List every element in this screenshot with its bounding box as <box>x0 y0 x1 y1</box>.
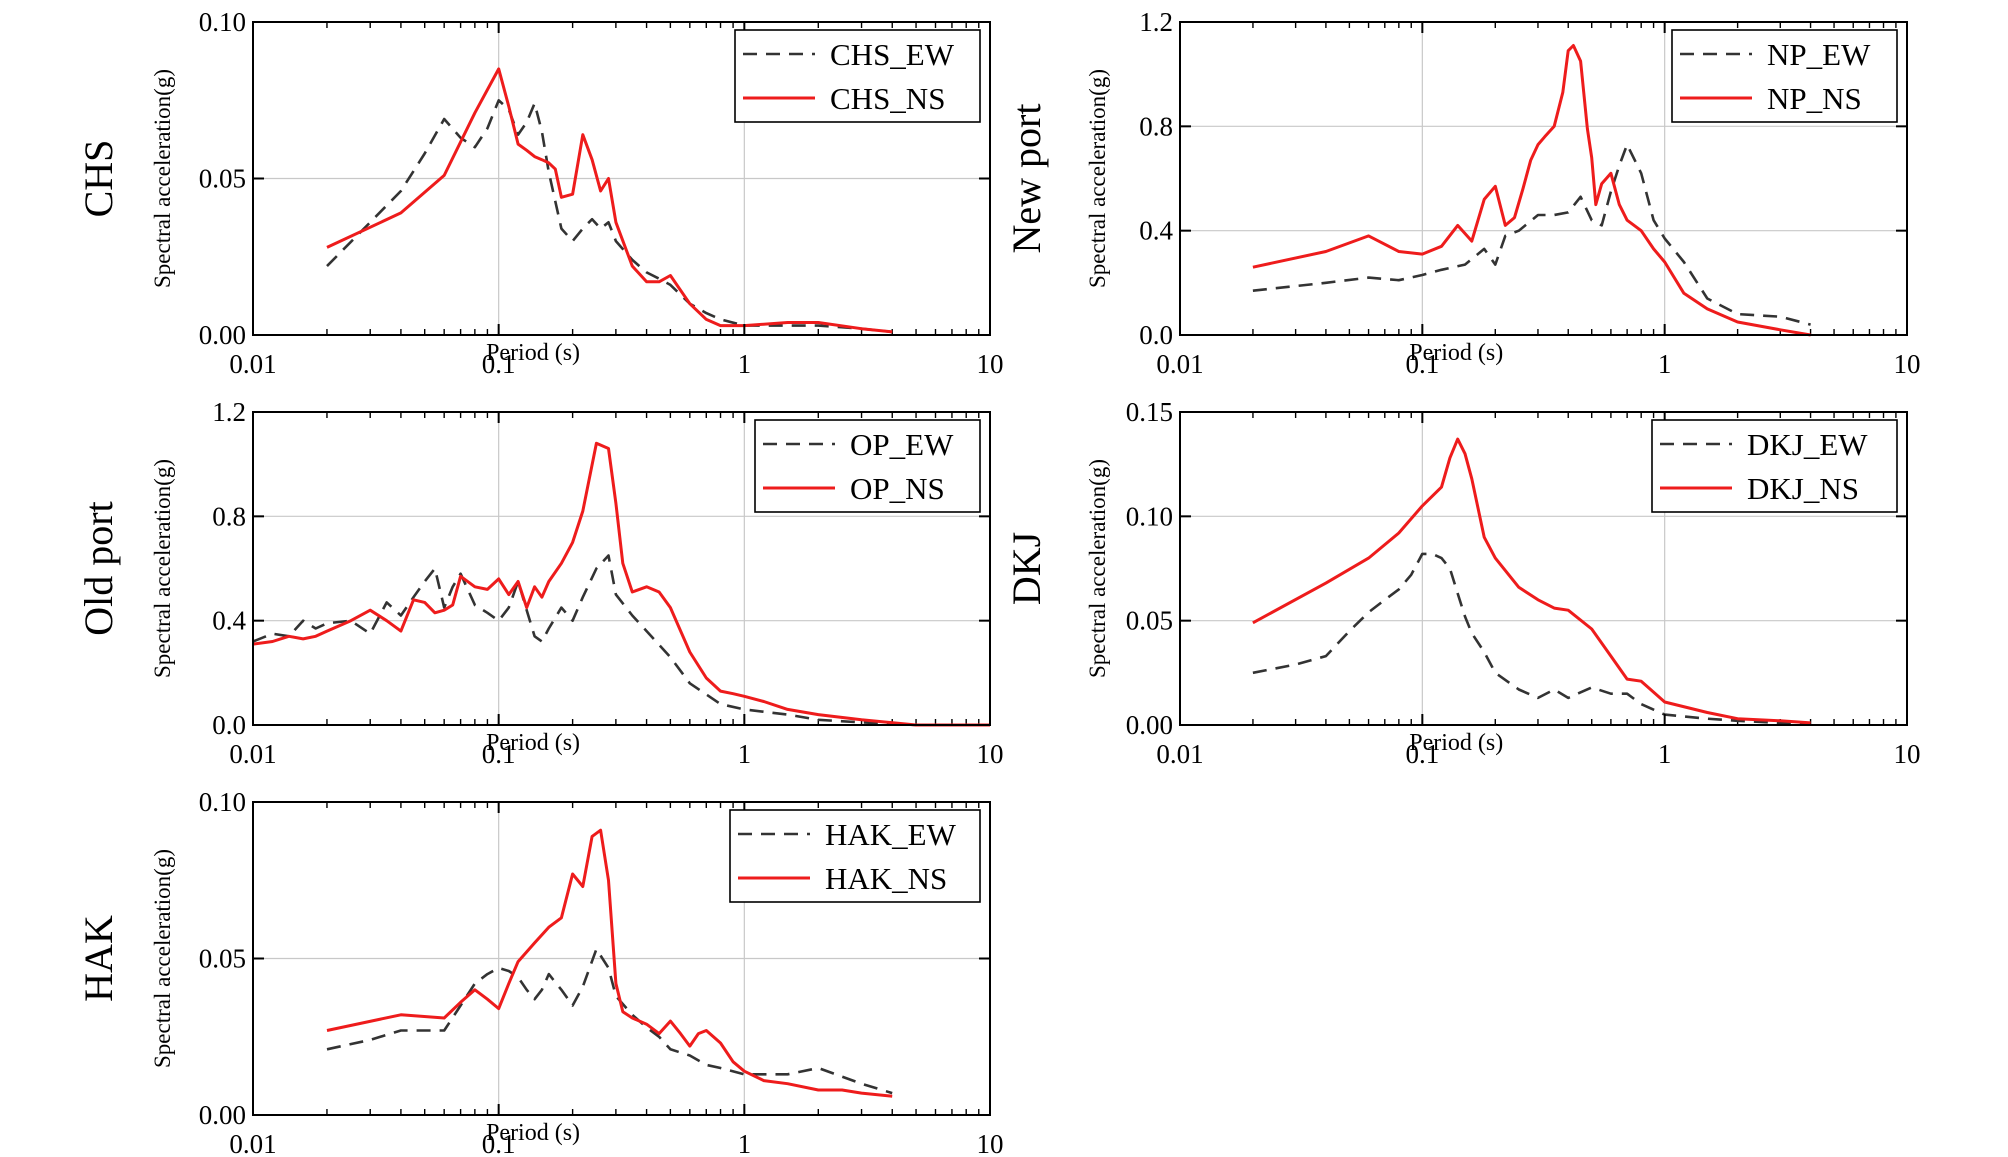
y-tick-label: 0.15 <box>1126 397 1173 427</box>
x-tick-label: 1 <box>1658 739 1672 769</box>
x-axis-label: Period (s) <box>1409 340 1503 366</box>
plot-frame <box>252 411 991 726</box>
y-axis-label: Spectral acceleration(g) <box>1085 459 1110 678</box>
panel-side-label: Old port <box>76 501 121 635</box>
chart-panel-new-port: 0.01 0.1 1 10 0.0 0.4 0.8 1.2 Period (s) Spectral… <box>1004 7 1921 379</box>
chart-panel-dkj: 0.01 0.1 1 10 0.00 0.05 0.10 0.15 Period (s) Spec… <box>1004 397 1921 769</box>
y-tick-label: 0.10 <box>199 787 246 817</box>
legend-label: DKJ_NS <box>1747 471 1859 506</box>
y-tick-label: 0.10 <box>199 7 246 37</box>
legend-box <box>734 29 981 123</box>
y-tick-label: 0.05 <box>199 164 246 194</box>
x-tick-label: 0.01 <box>1156 349 1203 379</box>
series-line-chs-ew <box>326 99 893 334</box>
y-tick-label: 0.05 <box>1126 606 1173 636</box>
x-tick-label: 10 <box>1894 349 1921 379</box>
legend-label: HAK_EW <box>825 817 957 852</box>
legend: DKJ_EW DKJ_NS <box>1651 419 1898 513</box>
legend-box <box>1671 29 1898 123</box>
x-tick-label: 1 <box>738 349 752 379</box>
x-tick-label: 0.01 <box>229 739 276 769</box>
chart-panel-old-port: 0.01 0.1 1 10 0.0 0.4 0.8 1.2 Period (s) Spectral… <box>76 397 1004 769</box>
legend-label: OP_EW <box>850 427 954 462</box>
x-axis-label: Period (s) <box>486 730 580 756</box>
legend-label: NP_EW <box>1767 37 1871 72</box>
x-tick-label: 1 <box>738 739 752 769</box>
series-line-op-ew <box>252 554 990 727</box>
x-tick-label: 0.1 <box>1405 349 1439 379</box>
y-tick-label: 0.05 <box>199 944 246 974</box>
series-line-np-ns <box>1252 44 1811 337</box>
plot-frame <box>1179 21 1908 336</box>
x-tick-label: 0.01 <box>1156 739 1203 769</box>
legend-label: CHS_NS <box>830 81 945 116</box>
panel-side-label: CHS <box>76 140 121 218</box>
plot-frame <box>1179 411 1908 726</box>
x-tick-label: 10 <box>977 349 1004 379</box>
legend: HAK_EW HAK_NS <box>729 809 981 903</box>
x-axis-label: Period (s) <box>1409 730 1503 756</box>
x-tick-label: 0.1 <box>482 349 516 379</box>
x-tick-label: 0.01 <box>229 349 276 379</box>
legend-label: HAK_NS <box>825 861 947 896</box>
series-line-dkj-ns <box>1252 437 1811 725</box>
x-axis-label: Period (s) <box>486 340 580 366</box>
y-axis-label: Spectral acceleration(g) <box>150 69 175 288</box>
y-tick-label: 0.8 <box>1139 111 1173 141</box>
series-line-dkj-ew <box>1252 552 1811 725</box>
x-axis-label: Period (s) <box>486 1120 580 1146</box>
y-tick-label: 0.0 <box>212 710 246 740</box>
x-tick-label: 0.01 <box>229 1129 276 1157</box>
x-tick-label: 1 <box>1658 349 1672 379</box>
series-line-chs-ns <box>326 67 893 334</box>
legend-label: NP_NS <box>1767 81 1862 116</box>
legend: OP_EW OP_NS <box>754 419 981 513</box>
series-line-hak-ns <box>326 828 893 1098</box>
y-tick-label: 0.0 <box>1139 320 1173 350</box>
y-tick-label: 1.2 <box>1139 7 1173 37</box>
legend: NP_EW NP_NS <box>1671 29 1898 123</box>
y-tick-label: 0.00 <box>199 1100 246 1130</box>
y-tick-label: 0.00 <box>1126 710 1173 740</box>
x-tick-label: 0.1 <box>1405 739 1439 769</box>
legend-label: CHS_EW <box>830 37 955 72</box>
y-tick-label: 0.8 <box>212 501 246 531</box>
y-tick-label: 1.2 <box>212 397 246 427</box>
legend-box <box>754 419 981 513</box>
panel-side-label: DKJ <box>1004 532 1049 605</box>
panel-side-label: New port <box>1004 104 1049 254</box>
chart-panel-hak: 0.01 0.1 1 10 0.00 0.05 0.10 Period (s) Spectral… <box>76 787 1004 1157</box>
y-tick-label: 0.4 <box>1139 216 1173 246</box>
x-tick-label: 0.1 <box>482 739 516 769</box>
chart-panel-chs: 0.01 0.1 1 10 0.00 0.05 0.10 Period (s) Spectral… <box>76 7 1004 379</box>
series-line-np-ew <box>1252 143 1811 326</box>
y-tick-label: 0.10 <box>1126 501 1173 531</box>
x-tick-label: 0.1 <box>482 1129 516 1157</box>
x-tick-label: 10 <box>1894 739 1921 769</box>
x-tick-label: 1 <box>738 1129 752 1157</box>
legend-box <box>1651 419 1898 513</box>
series-line-hak-ew <box>326 947 893 1095</box>
x-tick-label: 10 <box>977 739 1004 769</box>
legend-box <box>729 809 981 903</box>
y-tick-label: 0.4 <box>212 606 246 636</box>
y-axis-label: Spectral acceleration(g) <box>1085 69 1110 288</box>
y-axis-label: Spectral acceleration(g) <box>150 459 175 678</box>
y-tick-label: 0.00 <box>199 320 246 350</box>
panel-side-label: HAK <box>76 915 121 1002</box>
legend-label: DKJ_EW <box>1747 427 1868 462</box>
y-axis-label: Spectral acceleration(g) <box>150 849 175 1068</box>
legend: CHS_EW CHS_NS <box>734 29 981 123</box>
series-line-op-ns <box>252 441 990 727</box>
legend-label: OP_NS <box>850 471 945 506</box>
x-tick-label: 10 <box>977 1129 1004 1157</box>
